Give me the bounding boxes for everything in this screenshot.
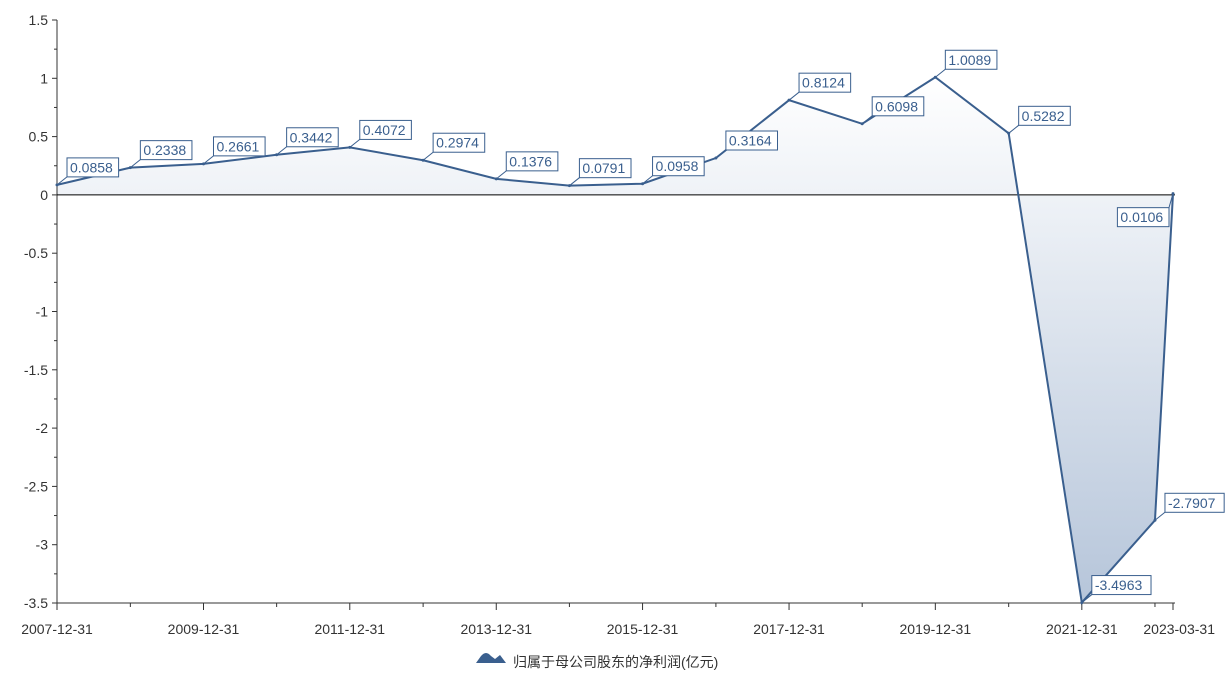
data-label-box bbox=[652, 156, 705, 177]
data-label-box bbox=[505, 151, 559, 172]
y-tick-label: 1 bbox=[40, 70, 48, 86]
data-label: 0.0958 bbox=[656, 158, 699, 174]
data-label: 0.2338 bbox=[143, 142, 186, 158]
y-tick-label: -1 bbox=[36, 304, 49, 320]
y-tick-label: -3 bbox=[36, 537, 49, 553]
data-label-box bbox=[139, 140, 193, 161]
legend-area-icon bbox=[476, 653, 506, 663]
data-label-leader bbox=[1154, 511, 1166, 521]
data-label-box bbox=[66, 157, 120, 178]
data-label-leader bbox=[788, 91, 800, 101]
data-label: 0.3164 bbox=[729, 133, 772, 149]
data-label-box bbox=[286, 127, 339, 148]
x-tick-label: 2007-12-31 bbox=[21, 621, 93, 637]
data-label-leader bbox=[1008, 124, 1019, 134]
data-label-leader bbox=[861, 115, 873, 125]
data-label: -2.7907 bbox=[1168, 495, 1216, 511]
data-label-leader bbox=[715, 149, 727, 159]
data-label-leader bbox=[569, 177, 580, 187]
data-label-box bbox=[1116, 207, 1170, 228]
y-tick-label: -1.5 bbox=[24, 362, 48, 378]
data-label-leader bbox=[495, 170, 507, 180]
y-tick-label: 1.5 bbox=[29, 12, 49, 28]
data-label: 0.2974 bbox=[436, 135, 479, 151]
data-label-box bbox=[944, 49, 998, 70]
x-tick-label: 2021-12-31 bbox=[1046, 621, 1118, 637]
data-label: 0.0106 bbox=[1120, 209, 1163, 225]
data-label-leader bbox=[276, 146, 287, 156]
data-label-leader bbox=[203, 155, 214, 165]
data-label-box bbox=[871, 96, 925, 117]
data-label-leader bbox=[642, 175, 653, 185]
data-label-leader bbox=[130, 159, 141, 169]
data-label-box bbox=[432, 132, 486, 153]
data-label-leader bbox=[349, 139, 361, 148]
data-label: 0.2661 bbox=[216, 138, 259, 154]
data-label-leader bbox=[1168, 193, 1174, 208]
data-label-box bbox=[1164, 492, 1225, 513]
y-tick-label: 0.5 bbox=[29, 129, 49, 145]
y-tick-label: 0 bbox=[40, 187, 48, 203]
axes-group: 1.5 1 0.5 0 -0.5 -1 -1.5 -2 -2.5 -3 -3.5 2007-12-31… bbox=[21, 12, 1215, 637]
data-label: 0.0791 bbox=[582, 160, 625, 176]
data-label: 1.0089 bbox=[948, 52, 991, 68]
x-tick-label: 2009-12-31 bbox=[168, 621, 240, 637]
data-label-box bbox=[359, 119, 412, 140]
legend[interactable]: 归属于母公司股东的净利润(亿元) bbox=[476, 653, 718, 670]
data-label-box bbox=[725, 130, 778, 151]
data-label: 0.1376 bbox=[509, 153, 552, 169]
x-tick-label: 2017-12-31 bbox=[753, 621, 825, 637]
legend-label[interactable]: 归属于母公司股东的净利润(亿元) bbox=[513, 654, 718, 670]
x-tick-label: 2019-12-31 bbox=[900, 621, 972, 637]
data-label: 0.6098 bbox=[875, 98, 918, 114]
data-label-leader bbox=[422, 151, 434, 161]
y-tick-label: -2 bbox=[36, 420, 49, 436]
x-tick-label: 2011-12-31 bbox=[314, 621, 385, 637]
data-label: 0.8124 bbox=[802, 75, 845, 91]
x-tick-label: 2015-12-31 bbox=[607, 621, 679, 637]
x-tick-label: 2023-03-31 bbox=[1143, 621, 1215, 637]
data-label-box bbox=[1018, 105, 1071, 126]
data-label-box bbox=[578, 158, 632, 179]
y-tick-label: -0.5 bbox=[24, 245, 48, 261]
data-label: 0.5282 bbox=[1022, 108, 1065, 124]
data-label-leader bbox=[935, 68, 946, 78]
data-label: 0.3442 bbox=[290, 129, 333, 145]
data-label-box bbox=[212, 136, 266, 157]
data-label-box bbox=[1091, 575, 1152, 596]
data-label-leader bbox=[56, 176, 68, 186]
data-labels-group: 0.0858 0.2338 0.2661 0.3442 0.4072 0.2974 0.13… bbox=[56, 49, 1225, 603]
data-label-leader bbox=[1081, 594, 1093, 603]
x-tick-label: 2013-12-31 bbox=[460, 621, 532, 637]
data-label-box bbox=[798, 72, 852, 93]
data-label: -3.4963 bbox=[1095, 577, 1143, 593]
y-tick-label: -2.5 bbox=[24, 478, 48, 494]
data-label: 0.4072 bbox=[363, 122, 406, 138]
data-label: 0.0858 bbox=[70, 159, 113, 175]
y-tick-label: -3.5 bbox=[24, 595, 48, 611]
